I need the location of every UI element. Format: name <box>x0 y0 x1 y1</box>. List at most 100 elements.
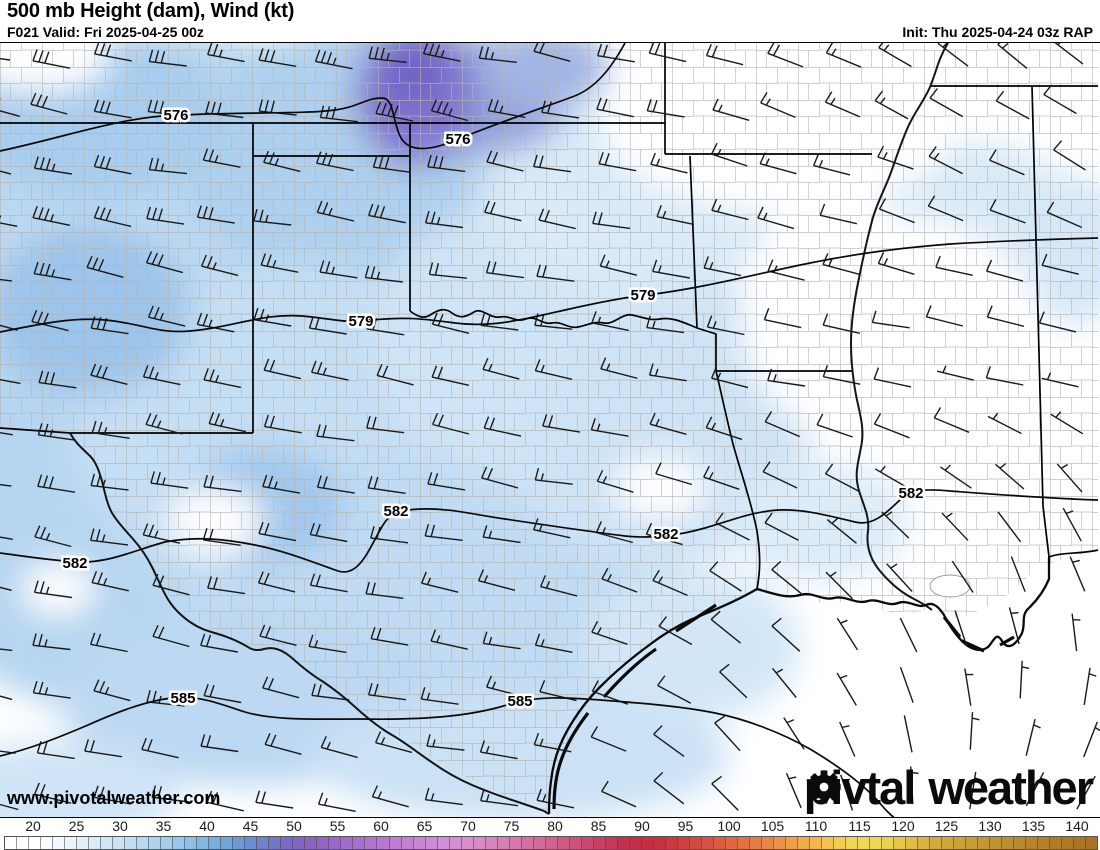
colorbar-cell <box>376 837 389 849</box>
colorbar-cell <box>821 837 834 849</box>
colorbar-cell <box>76 837 89 849</box>
colorbar-tick-label: 65 <box>416 818 433 834</box>
contour-label: 582 <box>383 503 408 520</box>
colorbar-tick-label: 135 <box>1021 818 1046 834</box>
colorbar-tick-label: 80 <box>547 818 563 834</box>
colorbar-cells <box>4 836 1098 850</box>
colorbar-cell <box>16 837 29 849</box>
colorbar-cell <box>893 837 906 849</box>
contour-label: 582 <box>62 555 87 572</box>
gear-icon <box>806 770 841 804</box>
colorbar-cell <box>136 837 149 849</box>
colorbar-tick-label: 75 <box>503 818 520 834</box>
colorbar-cell <box>604 837 617 849</box>
colorbar-cell <box>328 837 341 849</box>
colorbar-cell <box>1073 837 1086 849</box>
colorbar-tick-label: 55 <box>329 818 346 834</box>
colorbar-cell <box>748 837 761 849</box>
colorbar-cell <box>460 837 473 849</box>
colorbar-cell <box>88 837 101 849</box>
colorbar-cell <box>797 837 810 849</box>
map-canvas: 576 576 579 579 582 582 582 582 585 585 <box>0 43 1100 817</box>
watermark: www.pivotalweather.com <box>7 788 221 808</box>
colorbar-cell <box>616 837 629 849</box>
colorbar-cell <box>196 837 209 849</box>
colorbar-cell <box>676 837 689 849</box>
colorbar-cell <box>316 837 329 849</box>
colorbar-cell <box>544 837 557 849</box>
colorbar-cell <box>364 837 377 849</box>
header: 500 mb Height (dam), Wind (kt) F021 Vali… <box>0 0 1100 42</box>
contour-label: 579 <box>348 313 373 330</box>
colorbar-tick-label: 70 <box>460 818 476 834</box>
colorbar-cell <box>484 837 497 849</box>
colorbar-cell <box>496 837 509 849</box>
colorbar-cell <box>869 837 882 849</box>
init-time-label: Init: Thu 2025-04-24 03z RAP <box>902 24 1093 40</box>
colorbar-cell <box>1037 837 1050 849</box>
colorbar-cell <box>1001 837 1014 849</box>
colorbar-cell <box>977 837 990 849</box>
colorbar-cell <box>40 837 53 849</box>
colorbar-cell <box>1085 837 1098 849</box>
colorbar-cell <box>256 837 269 849</box>
colorbar-tick-label: 120 <box>891 818 915 834</box>
colorbar-tick-label: 90 <box>634 818 650 834</box>
colorbar-cell <box>1013 837 1026 849</box>
colorbar-cell <box>352 837 365 849</box>
colorbar-cell <box>280 837 293 849</box>
colorbar-cell <box>100 837 113 849</box>
colorbar-cell <box>436 837 449 849</box>
colorbar-tick-labels: 20 25 30 35 40 45 50 55 60 65 70 75 80 85 90 95 100 105 11… <box>0 818 1100 835</box>
colorbar-cell <box>292 837 305 849</box>
colorbar-tick-label: 25 <box>68 818 85 834</box>
colorbar-cell <box>5 837 17 849</box>
contour-label: 576 <box>445 131 470 148</box>
colorbar-cell <box>52 837 65 849</box>
colorbar-tick-label: 30 <box>112 818 128 834</box>
colorbar-cell <box>268 837 281 849</box>
colorbar-cell <box>64 837 77 849</box>
colorbar-cell <box>400 837 413 849</box>
colorbar-cell <box>472 837 485 849</box>
colorbar-cell <box>184 837 197 849</box>
colorbar-cell <box>424 837 437 849</box>
colorbar-cell <box>244 837 257 849</box>
colorbar-tick-label: 105 <box>760 818 785 834</box>
colorbar-cell <box>773 837 786 849</box>
colorbar-cell <box>833 837 846 849</box>
colorbar-cell <box>845 837 858 849</box>
height-contours <box>0 43 1099 817</box>
lake-pontchartrain <box>929 574 971 598</box>
colorbar-cell <box>640 837 653 849</box>
colorbar-cell <box>304 837 317 849</box>
colorbar-cell <box>652 837 665 849</box>
colorbar-cell <box>929 837 942 849</box>
colorbar-cell <box>340 837 353 849</box>
colorbar-cell <box>857 837 870 849</box>
colorbar-cell <box>917 837 930 849</box>
colorbar-cell <box>989 837 1002 849</box>
colorbar-cell <box>532 837 545 849</box>
pivotal-weather-logo: piv tal weather <box>804 761 1094 814</box>
colorbar-cell <box>388 837 401 849</box>
colorbar-cell <box>1049 837 1062 849</box>
colorbar-tick-label: 20 <box>25 818 41 834</box>
colorbar-cell <box>124 837 137 849</box>
colorbar-tick-label: 115 <box>848 818 871 834</box>
contour-label: 579 <box>630 287 655 304</box>
colorbar-cell <box>28 837 41 849</box>
logo-text-tal: tal <box>865 761 917 814</box>
colorbar-tick-label: 130 <box>978 818 1002 834</box>
contour-label: 582 <box>653 526 678 543</box>
colorbar-cell <box>1061 837 1074 849</box>
colorbar-cell <box>953 837 966 849</box>
colorbar-cell <box>220 837 233 849</box>
colorbar-cell <box>664 837 677 849</box>
logo-text-weather: weather <box>928 761 1094 814</box>
contour-label: 585 <box>507 693 532 710</box>
rivers <box>69 43 949 815</box>
colorbar-cell <box>208 837 221 849</box>
colorbar-cell <box>628 837 641 849</box>
forecast-map[interactable]: 576 576 579 579 582 582 582 582 585 585 www.pivot… <box>0 42 1100 818</box>
